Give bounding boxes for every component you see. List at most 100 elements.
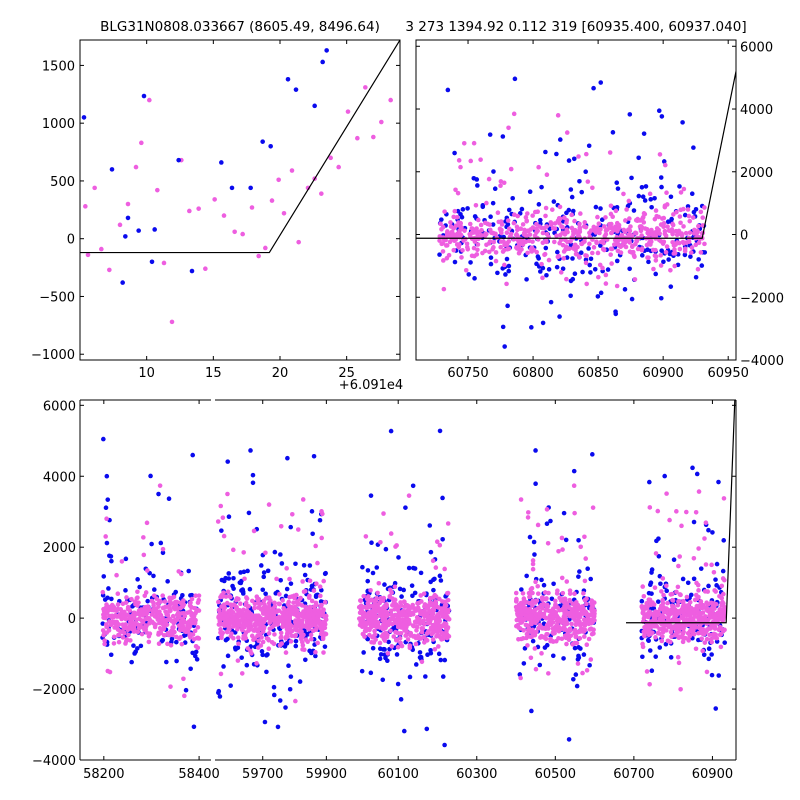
pink-point <box>383 630 389 636</box>
pink-point <box>380 598 386 604</box>
pink-point <box>419 630 425 635</box>
blue-point <box>713 577 718 582</box>
blue-point <box>297 679 303 684</box>
pink-point <box>640 584 646 589</box>
pink-point <box>528 587 534 592</box>
pink-point <box>128 638 133 643</box>
blue-point <box>123 556 129 562</box>
pink-point <box>554 591 560 596</box>
x-tick-label: 60700 <box>613 767 654 782</box>
pink-point <box>681 186 687 192</box>
pink-point <box>284 624 289 630</box>
blue-point <box>233 647 238 652</box>
pink-point <box>363 613 368 618</box>
blue-point <box>506 207 512 213</box>
blue-point <box>647 648 653 653</box>
blue-point <box>238 570 243 575</box>
y-tick-label: 4000 <box>43 470 76 485</box>
blue-point <box>132 651 137 656</box>
x-tick-label: 60300 <box>456 767 497 782</box>
pink-point <box>405 637 411 642</box>
pink-point <box>360 631 366 637</box>
blue-point <box>401 587 406 593</box>
pink-point <box>661 592 666 598</box>
blue-point <box>645 247 650 253</box>
blue-point <box>424 726 430 732</box>
pink-point <box>656 214 661 220</box>
pink-point <box>493 258 499 264</box>
pink-point <box>229 631 234 636</box>
pink-point <box>498 228 504 234</box>
pink-point <box>445 597 451 603</box>
pink-point <box>249 205 255 210</box>
pink-point <box>419 659 425 665</box>
pink-point <box>133 628 138 634</box>
pink-point <box>472 253 477 259</box>
blue-point <box>640 194 646 200</box>
pink-point <box>161 633 167 638</box>
blue-point <box>442 742 447 748</box>
blue-point <box>225 459 231 464</box>
pink-point <box>696 489 702 494</box>
pink-point <box>702 536 707 541</box>
blue-point <box>319 587 324 593</box>
pink-point <box>614 283 620 289</box>
x-tick-label: 20 <box>272 366 289 381</box>
pink-point <box>588 657 594 662</box>
pink-point <box>485 221 491 227</box>
blue-point <box>691 145 696 150</box>
pink-point <box>669 229 675 235</box>
pink-point <box>441 286 447 292</box>
pink-point <box>571 245 577 250</box>
pink-point <box>119 559 125 564</box>
blue-point <box>636 155 641 161</box>
pink-point <box>505 246 510 252</box>
blue-point <box>631 208 637 213</box>
pink-point <box>424 638 430 643</box>
pink-point <box>660 576 666 581</box>
pink-point <box>544 172 550 178</box>
pink-point <box>272 600 277 606</box>
pink-point <box>543 205 549 211</box>
pink-point <box>526 590 532 596</box>
pink-point <box>608 211 614 217</box>
pink-point <box>692 614 697 620</box>
pink-point <box>639 233 644 238</box>
pink-point <box>583 556 589 561</box>
pink-point <box>298 595 303 601</box>
pink-point <box>226 609 231 614</box>
blue-point <box>401 728 407 734</box>
pink-point <box>663 233 669 239</box>
blue-point <box>219 160 224 165</box>
blue-point <box>588 256 594 262</box>
pink-point <box>524 218 529 224</box>
pink-point <box>612 237 618 243</box>
pink-point <box>391 634 397 639</box>
blue-point <box>668 655 674 660</box>
pink-point <box>243 600 249 606</box>
pink-point <box>144 520 150 526</box>
pink-point <box>659 621 665 626</box>
blue-point <box>176 157 181 163</box>
blue-point <box>284 586 290 592</box>
pink-point <box>257 620 263 625</box>
pink-point <box>608 203 614 209</box>
pink-point <box>369 597 374 603</box>
pink-point <box>681 224 686 229</box>
blue-point <box>231 586 236 591</box>
pink-point <box>556 628 562 634</box>
pink-point <box>241 636 246 641</box>
blue-point <box>490 222 496 227</box>
pink-point <box>565 239 570 245</box>
blue-point <box>438 657 444 663</box>
pink-point <box>616 225 622 231</box>
pink-point <box>169 319 175 325</box>
pink-point <box>564 605 569 611</box>
blue-point <box>527 534 533 540</box>
pink-point <box>589 598 595 603</box>
blue-point <box>288 581 294 586</box>
pink-point <box>252 627 257 633</box>
pink-point <box>408 605 413 611</box>
blue-point <box>659 114 665 119</box>
